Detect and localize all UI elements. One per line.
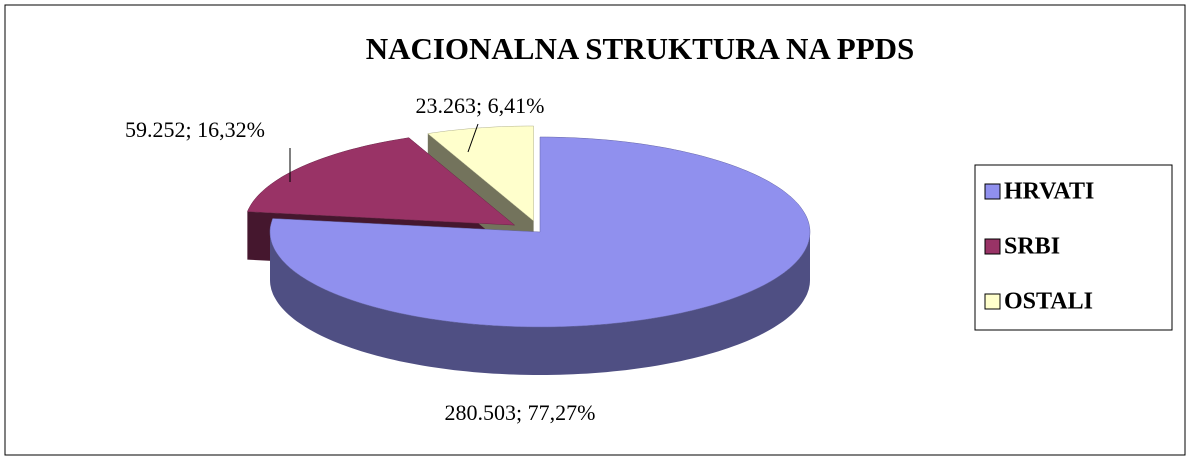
- legend-swatch: [984, 238, 1001, 255]
- pie-slice: [247, 137, 516, 226]
- data-label: 280.503; 77,27%: [445, 400, 596, 425]
- pie-slice: [427, 125, 534, 222]
- legend-label: SRBI: [1004, 234, 1060, 260]
- slice-side: [270, 232, 810, 375]
- legend-label: OSTALI: [1004, 289, 1093, 315]
- data-label: 59.252; 16,32%: [125, 117, 265, 142]
- legend-swatch: [984, 183, 1001, 200]
- legend-swatch: [984, 293, 1001, 310]
- leader-line: [467, 123, 479, 153]
- legend-box: [974, 164, 1173, 331]
- data-label: 23.263; 6,41%: [416, 93, 545, 118]
- pie-slice: [269, 136, 811, 328]
- chart-title: NACIONALNA STRUKTURA NA PPDS: [366, 31, 915, 66]
- legend-label: HRVATI: [1004, 179, 1094, 205]
